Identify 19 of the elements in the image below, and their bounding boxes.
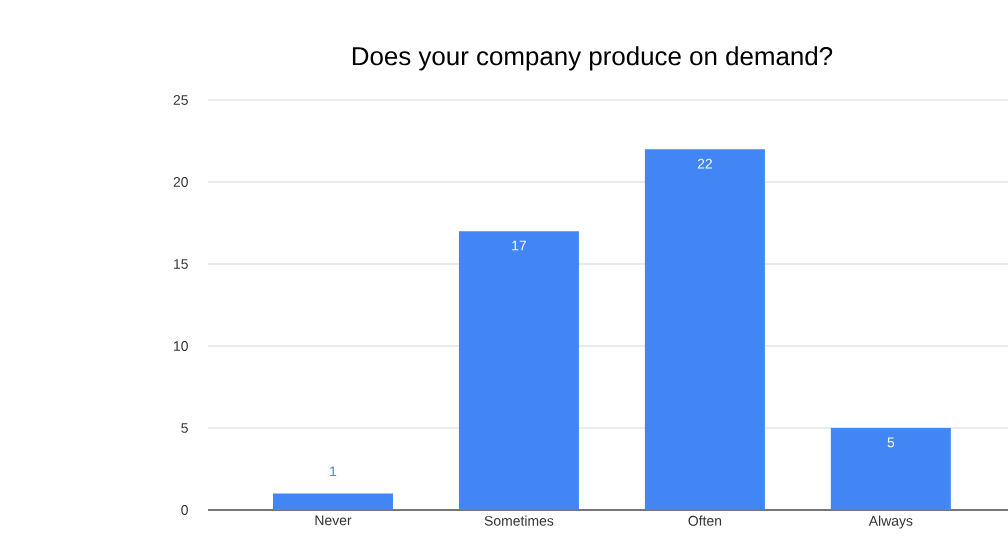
x-tick-label: Often xyxy=(688,515,722,526)
y-tick-label: 20 xyxy=(173,177,188,187)
bar xyxy=(830,428,951,510)
y-tick-label: 10 xyxy=(174,341,188,351)
data-label: 1 xyxy=(330,466,337,477)
y-tick-label: 5 xyxy=(181,423,188,433)
x-tick-label: Never xyxy=(315,515,352,526)
x-tick-label: Always xyxy=(868,515,913,529)
x-tick-label: Sometimes xyxy=(484,515,554,526)
y-tick-label: 25 xyxy=(173,95,188,105)
bar xyxy=(458,231,579,510)
chart-title: Does your company produce on demand? xyxy=(352,46,833,71)
y-tick-label: 0 xyxy=(181,505,188,515)
data-label: 17 xyxy=(512,240,526,251)
data-label: 22 xyxy=(697,158,712,169)
bar xyxy=(644,149,765,510)
y-tick-label: 15 xyxy=(174,259,188,269)
bar xyxy=(272,493,393,510)
data-label: 5 xyxy=(887,437,895,448)
